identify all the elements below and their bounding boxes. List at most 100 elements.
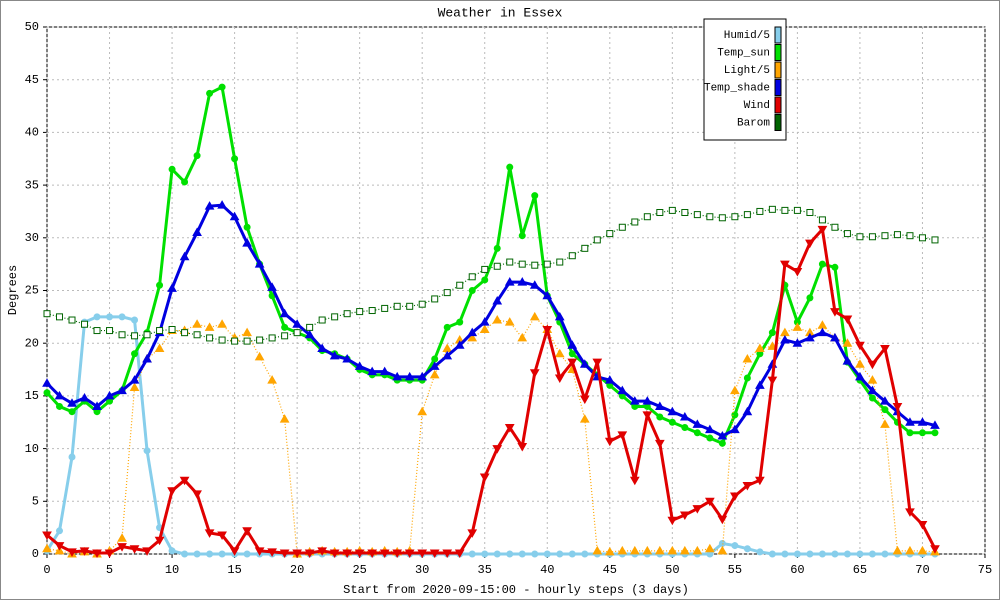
point [481,276,489,284]
point [443,323,451,331]
point [231,337,239,345]
x-tick-label: 5 [106,563,113,577]
point [104,390,115,400]
point [193,331,201,339]
point [679,511,690,521]
point [542,325,553,335]
point [780,335,790,344]
point [554,374,565,383]
x-axis-label: Start from 2020-09-15:00 - hourly steps … [343,583,689,597]
point [742,354,753,363]
point [706,434,714,442]
y-tick-label: 15 [25,389,39,403]
point [781,206,789,214]
legend-swatch [774,61,782,79]
point [806,294,814,302]
point [492,445,503,454]
point [642,411,653,420]
point [342,354,353,363]
point [805,239,815,249]
point [692,545,703,555]
point [79,393,90,402]
point [905,417,915,426]
point [192,490,202,499]
point [218,83,226,91]
point [693,211,701,219]
point [181,550,189,558]
point [181,178,189,186]
point [354,549,365,558]
point [131,316,139,324]
point [54,390,65,400]
point [167,487,177,496]
point [855,341,865,351]
point [504,277,515,286]
point [392,549,403,558]
point [706,213,714,221]
point [493,262,501,270]
point [604,546,615,556]
point [417,371,428,381]
y-axis-label: Degrees [6,265,20,315]
point [156,281,164,289]
point [818,216,826,224]
point [743,374,751,382]
point [492,315,503,324]
point [217,319,227,328]
x-tick-label: 25 [352,563,366,577]
point [880,344,890,354]
point [704,424,715,434]
point [881,550,889,558]
point [755,476,765,486]
point [154,343,165,352]
legend-box [703,18,787,141]
point [204,529,215,538]
point [429,369,440,379]
point [106,327,114,335]
point [381,304,389,312]
point [656,209,664,217]
point [318,316,326,324]
point [431,295,439,303]
point [206,550,214,558]
point [193,550,201,558]
point [429,361,440,370]
point [329,549,340,558]
point [792,322,803,331]
point [667,406,678,416]
point [717,430,728,440]
point [831,223,839,231]
point [354,361,365,370]
point [192,319,202,328]
point [730,424,740,434]
point [793,550,801,558]
point [154,536,165,546]
point [880,396,890,405]
point [755,380,765,389]
point [229,547,240,556]
point [329,350,340,360]
point [631,218,639,226]
point [481,265,489,273]
point [592,358,603,368]
point [529,311,540,321]
point [579,414,590,423]
point [331,313,339,321]
point [917,417,928,426]
point [242,238,252,247]
point [531,192,539,200]
point [731,411,739,419]
point [229,211,240,221]
point [167,283,177,292]
point [242,527,252,536]
point [456,281,464,289]
point [392,371,403,381]
point [856,233,864,241]
x-tick-label: 50 [665,563,679,577]
point [593,236,601,244]
y-tick-label: 40 [25,126,39,140]
point [267,548,277,557]
point [443,289,451,297]
point [367,366,378,376]
